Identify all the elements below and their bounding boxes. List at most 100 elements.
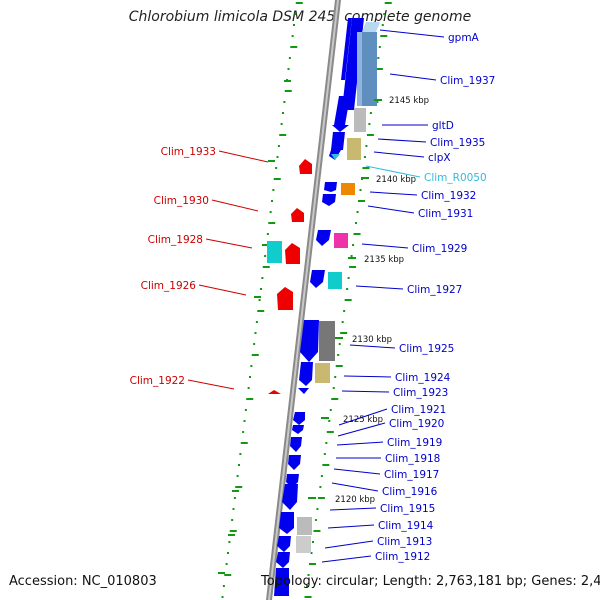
ruler-tick-label: 2125 kbp bbox=[343, 415, 383, 425]
gene-clim-1912[interactable] bbox=[274, 568, 289, 596]
gene-label-clim-1928[interactable]: Clim_1928 bbox=[148, 234, 203, 246]
gc-dot bbox=[280, 123, 283, 125]
gene-label-clim-1916[interactable]: Clim_1916 bbox=[382, 486, 438, 498]
gene-label-clim-1920[interactable]: Clim_1920 bbox=[389, 418, 444, 430]
ruler-tick bbox=[374, 99, 382, 101]
gc-dot bbox=[380, 35, 388, 37]
gene-label-clim-1929[interactable]: Clim_1929 bbox=[412, 243, 467, 255]
gene-label-clim-1930[interactable]: Clim_1930 bbox=[154, 195, 209, 207]
gene-label-clim-1921[interactable]: Clim_1921 bbox=[391, 404, 446, 416]
gene-clim-1926[interactable] bbox=[277, 287, 293, 310]
leader-line bbox=[337, 422, 386, 437]
gc-dot bbox=[310, 552, 313, 554]
gc-dot bbox=[272, 189, 275, 191]
label-leader-lines bbox=[187, 29, 445, 563]
gc-dot bbox=[362, 167, 370, 169]
rna-clim-r0050[interactable] bbox=[331, 154, 340, 160]
gene-label-clim-1917[interactable]: Clim_1917 bbox=[384, 469, 439, 481]
gene-clim-1932[interactable] bbox=[324, 182, 337, 192]
gc-dot bbox=[253, 343, 256, 345]
gene-label-clim-1927[interactable]: Clim_1927 bbox=[407, 284, 462, 296]
gene-label-clim-1918[interactable]: Clim_1918 bbox=[385, 453, 440, 465]
gene-label-clim-1913[interactable]: Clim_1913 bbox=[377, 536, 432, 548]
gene-label-clpx[interactable]: clpX bbox=[428, 152, 451, 164]
gene-clim-1919[interactable] bbox=[290, 437, 302, 452]
gene-clim-1920[interactable] bbox=[292, 425, 304, 434]
gc-dot bbox=[334, 376, 337, 378]
gene-clim-1933[interactable] bbox=[299, 159, 312, 174]
gene-clim-1928[interactable] bbox=[285, 243, 300, 264]
gene-label-clim-1935[interactable]: Clim_1935 bbox=[430, 137, 485, 149]
gc-dot bbox=[240, 442, 248, 444]
gene-clim-1929[interactable] bbox=[316, 230, 331, 246]
gene-label-gltd[interactable]: gltD bbox=[432, 120, 454, 132]
gc-dot bbox=[307, 574, 310, 576]
gc-dot bbox=[359, 189, 362, 191]
ruler-tick bbox=[335, 337, 343, 339]
gene-clim-1931[interactable] bbox=[322, 194, 336, 206]
gene-label-gpma[interactable]: gpmA bbox=[448, 32, 480, 44]
gene-clim-1915[interactable] bbox=[279, 512, 294, 534]
gene-label-clim-1924[interactable]: Clim_1924 bbox=[395, 372, 451, 384]
gene-clim-1916[interactable] bbox=[282, 484, 298, 510]
cog-block-silver-1 bbox=[297, 517, 312, 535]
gene-clim-1925[interactable] bbox=[300, 320, 319, 362]
leader-line bbox=[331, 482, 379, 492]
left-label-group: Clim_1933 Clim_1930 Clim_1928 Clim_1926 Clim… bbox=[130, 146, 216, 387]
gene-gltd[interactable] bbox=[332, 96, 350, 132]
gene-label-clim-1932[interactable]: Clim_1932 bbox=[421, 190, 476, 202]
gc-dot bbox=[236, 475, 239, 477]
ruler-tick-label: 2130 kbp bbox=[352, 335, 392, 345]
leader-line bbox=[336, 441, 384, 446]
gc-dot bbox=[266, 233, 269, 235]
gene-label-clim-1922[interactable]: Clim_1922 bbox=[130, 375, 185, 387]
gene-label-clim-1914[interactable]: Clim_1914 bbox=[378, 520, 434, 532]
leader-line bbox=[218, 150, 269, 163]
gene-label-clim-1926[interactable]: Clim_1926 bbox=[141, 280, 197, 292]
gc-dot bbox=[288, 57, 291, 59]
gc-dot bbox=[384, 2, 392, 4]
ruler-tick bbox=[348, 257, 356, 259]
gc-dot bbox=[322, 464, 330, 466]
gene-clim-1918[interactable] bbox=[288, 455, 301, 470]
gc-dot bbox=[227, 552, 229, 554]
leader-line bbox=[338, 408, 388, 426]
gene-gpma[interactable] bbox=[341, 18, 352, 80]
gene-clim-1930[interactable] bbox=[291, 208, 304, 222]
leader-line bbox=[329, 507, 377, 511]
leader-line bbox=[321, 555, 372, 563]
gene-clim-1923[interactable] bbox=[298, 388, 309, 394]
gc-dot bbox=[356, 211, 359, 213]
gc-dot bbox=[320, 475, 323, 477]
gc-dot bbox=[332, 387, 335, 389]
gene-label-clim-1915[interactable]: Clim_1915 bbox=[380, 503, 435, 515]
cog-block-darkgray bbox=[319, 321, 335, 361]
gene-clim-1921[interactable] bbox=[293, 412, 305, 425]
gc-dot bbox=[317, 497, 325, 499]
gene-label-clim-1931[interactable]: Clim_1931 bbox=[418, 208, 473, 220]
gene-label-clim-1937[interactable]: Clim_1937 bbox=[440, 75, 495, 87]
gc-dot bbox=[224, 574, 232, 576]
gene-label-clim-1919[interactable]: Clim_1919 bbox=[387, 437, 442, 449]
gene-label-clim-1925[interactable]: Clim_1925 bbox=[399, 343, 454, 355]
gene-label-clim-r0050[interactable]: Clim_R0050 bbox=[424, 172, 487, 184]
gene-label-clim-1912[interactable]: Clim_1912 bbox=[375, 551, 430, 563]
gc-dash bbox=[262, 244, 269, 246]
gene-label-clim-1933[interactable]: Clim_1933 bbox=[161, 146, 216, 158]
gene-label-clim-1923[interactable]: Clim_1923 bbox=[393, 387, 448, 399]
gene-clim-1927[interactable] bbox=[310, 270, 325, 288]
gc-dot bbox=[228, 541, 231, 543]
kbp-ruler: 2145 kbp 2140 kbp 2135 kbp 2130 kbp 2125 kbp… bbox=[308, 96, 429, 505]
gene-clim-1913[interactable] bbox=[276, 552, 290, 568]
gc-dot bbox=[316, 508, 319, 510]
gene-clim-1935[interactable] bbox=[331, 132, 345, 150]
gene-clim-1922[interactable] bbox=[268, 390, 281, 394]
gc-dot bbox=[251, 354, 259, 356]
gc-dot bbox=[225, 563, 228, 565]
gc-dot bbox=[291, 35, 294, 37]
gene-clim-1914[interactable] bbox=[277, 536, 291, 552]
gc-dot bbox=[325, 442, 328, 444]
ruler-tick-label: 2135 kbp bbox=[364, 255, 404, 265]
gene-clim-1924[interactable] bbox=[299, 362, 313, 386]
